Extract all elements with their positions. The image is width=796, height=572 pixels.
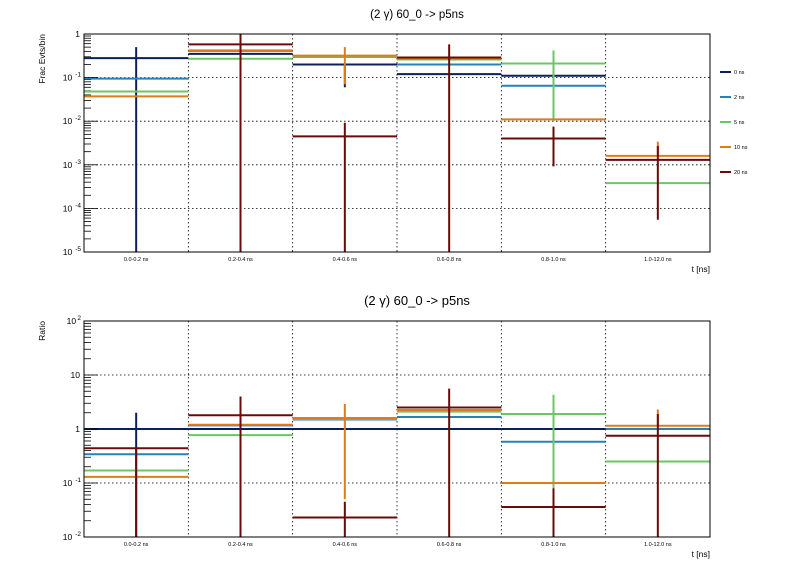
y-tick-label: 1	[75, 29, 80, 39]
x-tick-label: 0.8-1.0 ns	[541, 257, 566, 263]
y-tick-exponent: -1	[75, 477, 81, 484]
y-tick-exponent: -2	[75, 115, 81, 122]
y-tick-exponent: -5	[75, 246, 81, 253]
y-tick-exponent: -4	[75, 202, 81, 209]
y-axis-label: Ratio	[37, 321, 47, 341]
x-tick-label: 0.8-1.0 ns	[541, 542, 566, 548]
x-axis-label: t [ns]	[692, 549, 710, 559]
legend-label: 5 ns	[734, 120, 745, 126]
x-tick-label: 0.6-0.8 ns	[437, 542, 462, 548]
chart-title: (2 γ) 60_0 -> p5ns	[370, 9, 464, 21]
y-tick-label: 10	[63, 116, 73, 126]
y-tick-label: 10	[63, 73, 73, 83]
x-tick-label: 0.2-0.4 ns	[228, 257, 253, 263]
y-tick-exponent: -3	[75, 159, 81, 166]
x-tick-label: 1.0-12.0 ns	[644, 257, 672, 263]
legend-label: 20 ns	[734, 170, 748, 176]
y-tick-label: 10	[71, 370, 81, 380]
y-tick-exponent: 2	[77, 315, 81, 322]
x-tick-label: 0.0-0.2 ns	[124, 257, 149, 263]
y-tick-label: 1	[75, 424, 80, 434]
y-tick-exponent: -1	[75, 72, 81, 79]
legend-label: 2 ns	[734, 95, 745, 101]
x-axis-label: t [ns]	[692, 264, 710, 274]
y-tick-label: 10	[63, 160, 73, 170]
x-tick-label: 0.6-0.8 ns	[437, 257, 462, 263]
y-tick-label: 10	[63, 532, 73, 542]
legend-label: 10 ns	[734, 145, 748, 151]
y-tick-label: 10	[67, 316, 77, 326]
chart-title: (2 γ) 60_0 -> p5ns	[364, 293, 470, 308]
plot-frame	[83, 33, 711, 253]
y-axis-label: Frac Evts/bin	[37, 34, 47, 84]
x-tick-label: 0.2-0.4 ns	[228, 542, 253, 548]
y-tick-label: 10	[63, 247, 73, 257]
y-tick-label: 10	[63, 203, 73, 213]
x-tick-label: 0.4-0.6 ns	[333, 257, 358, 263]
legend-label: 0 ns	[734, 70, 745, 76]
x-tick-label: 0.0-0.2 ns	[124, 542, 149, 548]
x-tick-label: 0.4-0.6 ns	[333, 542, 358, 548]
x-tick-label: 1.0-12.0 ns	[644, 542, 672, 548]
y-tick-exponent: -2	[75, 531, 81, 538]
y-tick-label: 10	[63, 478, 73, 488]
